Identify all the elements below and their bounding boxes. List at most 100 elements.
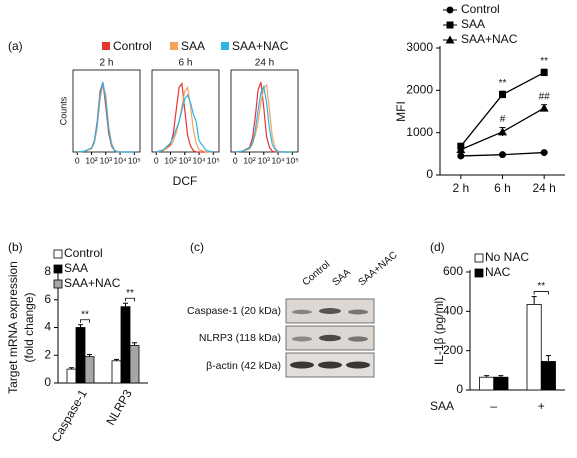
x-tick-label: + [538,399,545,413]
histogram-curve [156,93,214,153]
marker [456,145,466,154]
significance: ## [539,91,551,102]
bar [120,306,131,384]
bar [66,368,77,384]
panel-label: (c) [190,240,204,254]
significance: ** [540,56,548,67]
subplot-title: 6 h [179,58,193,69]
blot-row: β-actin (42 kDa) [206,360,281,372]
bar [540,361,556,391]
y-tick-label: 0 [456,382,463,396]
y-tick-label: 200 [443,343,463,357]
bar [84,356,95,384]
blot-row: NLRP3 (118 kDa) [199,332,281,344]
x-tick-label: – [490,399,497,413]
y-tick-label: 600 [443,264,463,278]
marker [445,35,455,44]
y-axis-label: (fold change) [22,292,36,362]
bar [129,345,140,384]
significance: # [500,114,506,125]
y-tick-label: 6 [44,292,51,306]
x-tick-label: 10⁵ [286,155,299,165]
panel-label: (b) [8,240,23,254]
y-tick-label: 0 [44,375,51,389]
legend-label: Control [113,39,152,53]
plot-frame [151,69,220,153]
y-tick-label: 4 [44,320,51,334]
panel-label: (d) [430,240,445,254]
x-axis-label: DCF [173,174,198,188]
x-tick-label: Caspase-1 [49,387,90,445]
blot-column: Control [301,259,333,288]
significance-bracket [533,291,549,295]
bar [493,376,509,391]
legend-label: NAC [485,265,511,279]
bar [75,327,86,384]
y-tick-label: 3000 [406,40,433,54]
marker [446,6,454,14]
legend-label: SAA+NAC [461,32,518,46]
legend-label: SAA [64,261,88,275]
x-tick-label: 0 [154,155,159,165]
legend-label: SAA [461,17,485,31]
bar [111,360,122,384]
legend-swatch [102,42,110,50]
x-tick-label: 10³ [179,155,191,165]
x-tick-label: 10² [85,155,97,165]
legend-label: SAA+NAC [64,276,121,290]
legend-label: Control [64,246,103,260]
significance: ** [81,309,89,320]
x-tick-label: 10⁴ [113,155,126,165]
legend-label: No NAC [485,250,529,264]
y-tick-label: 2000 [406,83,433,97]
y-axis-label: Counts [58,96,68,125]
histogram-curve [156,85,214,153]
y-axis-label: Target mRNA expression [6,261,20,394]
histogram-curve [235,84,293,153]
marker [498,127,507,136]
x-tick-label: 10⁵ [128,155,141,165]
legend-swatch [53,279,63,289]
y-tick-label: 0 [426,167,433,181]
x-tick-label: 0 [75,155,80,165]
y-tick-label: 2 [44,347,51,361]
legend-swatch [221,42,229,50]
blot-row: Caspase-1 (20 kDa) [187,305,281,317]
blot-column: SAA [331,267,354,289]
x-tick-label: 2 h [452,181,469,195]
significance: ** [126,288,134,299]
legend-swatch [474,253,484,263]
subplot-title: 24 h [255,58,274,69]
y-tick-label: 400 [443,304,463,318]
bar [526,304,542,391]
blot-column: SAA+NAC [357,250,400,289]
x-tick-label: 10⁵ [207,155,220,165]
x-tick-label: 6 h [494,181,511,195]
x-tick-label: NLRP3 [103,387,135,428]
marker [499,91,506,99]
significance-bracket [125,297,135,302]
marker [446,21,454,29]
x-tick-label: 10² [243,155,255,165]
histogram-curve [77,81,135,153]
x-tick-label: 10³ [258,155,270,165]
y-axis-label: MFI [394,101,408,122]
plot-frame [72,69,141,153]
y-tick-label: 1000 [406,125,433,139]
x-tick-label: 24 h [532,181,555,195]
significance-bracket [80,319,90,323]
x-tick-label: 10² [164,155,176,165]
x-axis-label: SAA [430,399,454,413]
histogram-curve [235,83,293,153]
blot-image [285,298,375,378]
significance: ** [537,281,545,292]
legend-swatch [170,42,178,50]
marker [457,152,465,160]
marker [540,149,548,157]
histogram-curve [77,83,135,153]
legend-label: SAA+NAC [232,39,289,53]
y-tick-label: 8 [44,264,51,278]
histogram-curve [235,81,293,153]
significance: ** [499,78,507,89]
